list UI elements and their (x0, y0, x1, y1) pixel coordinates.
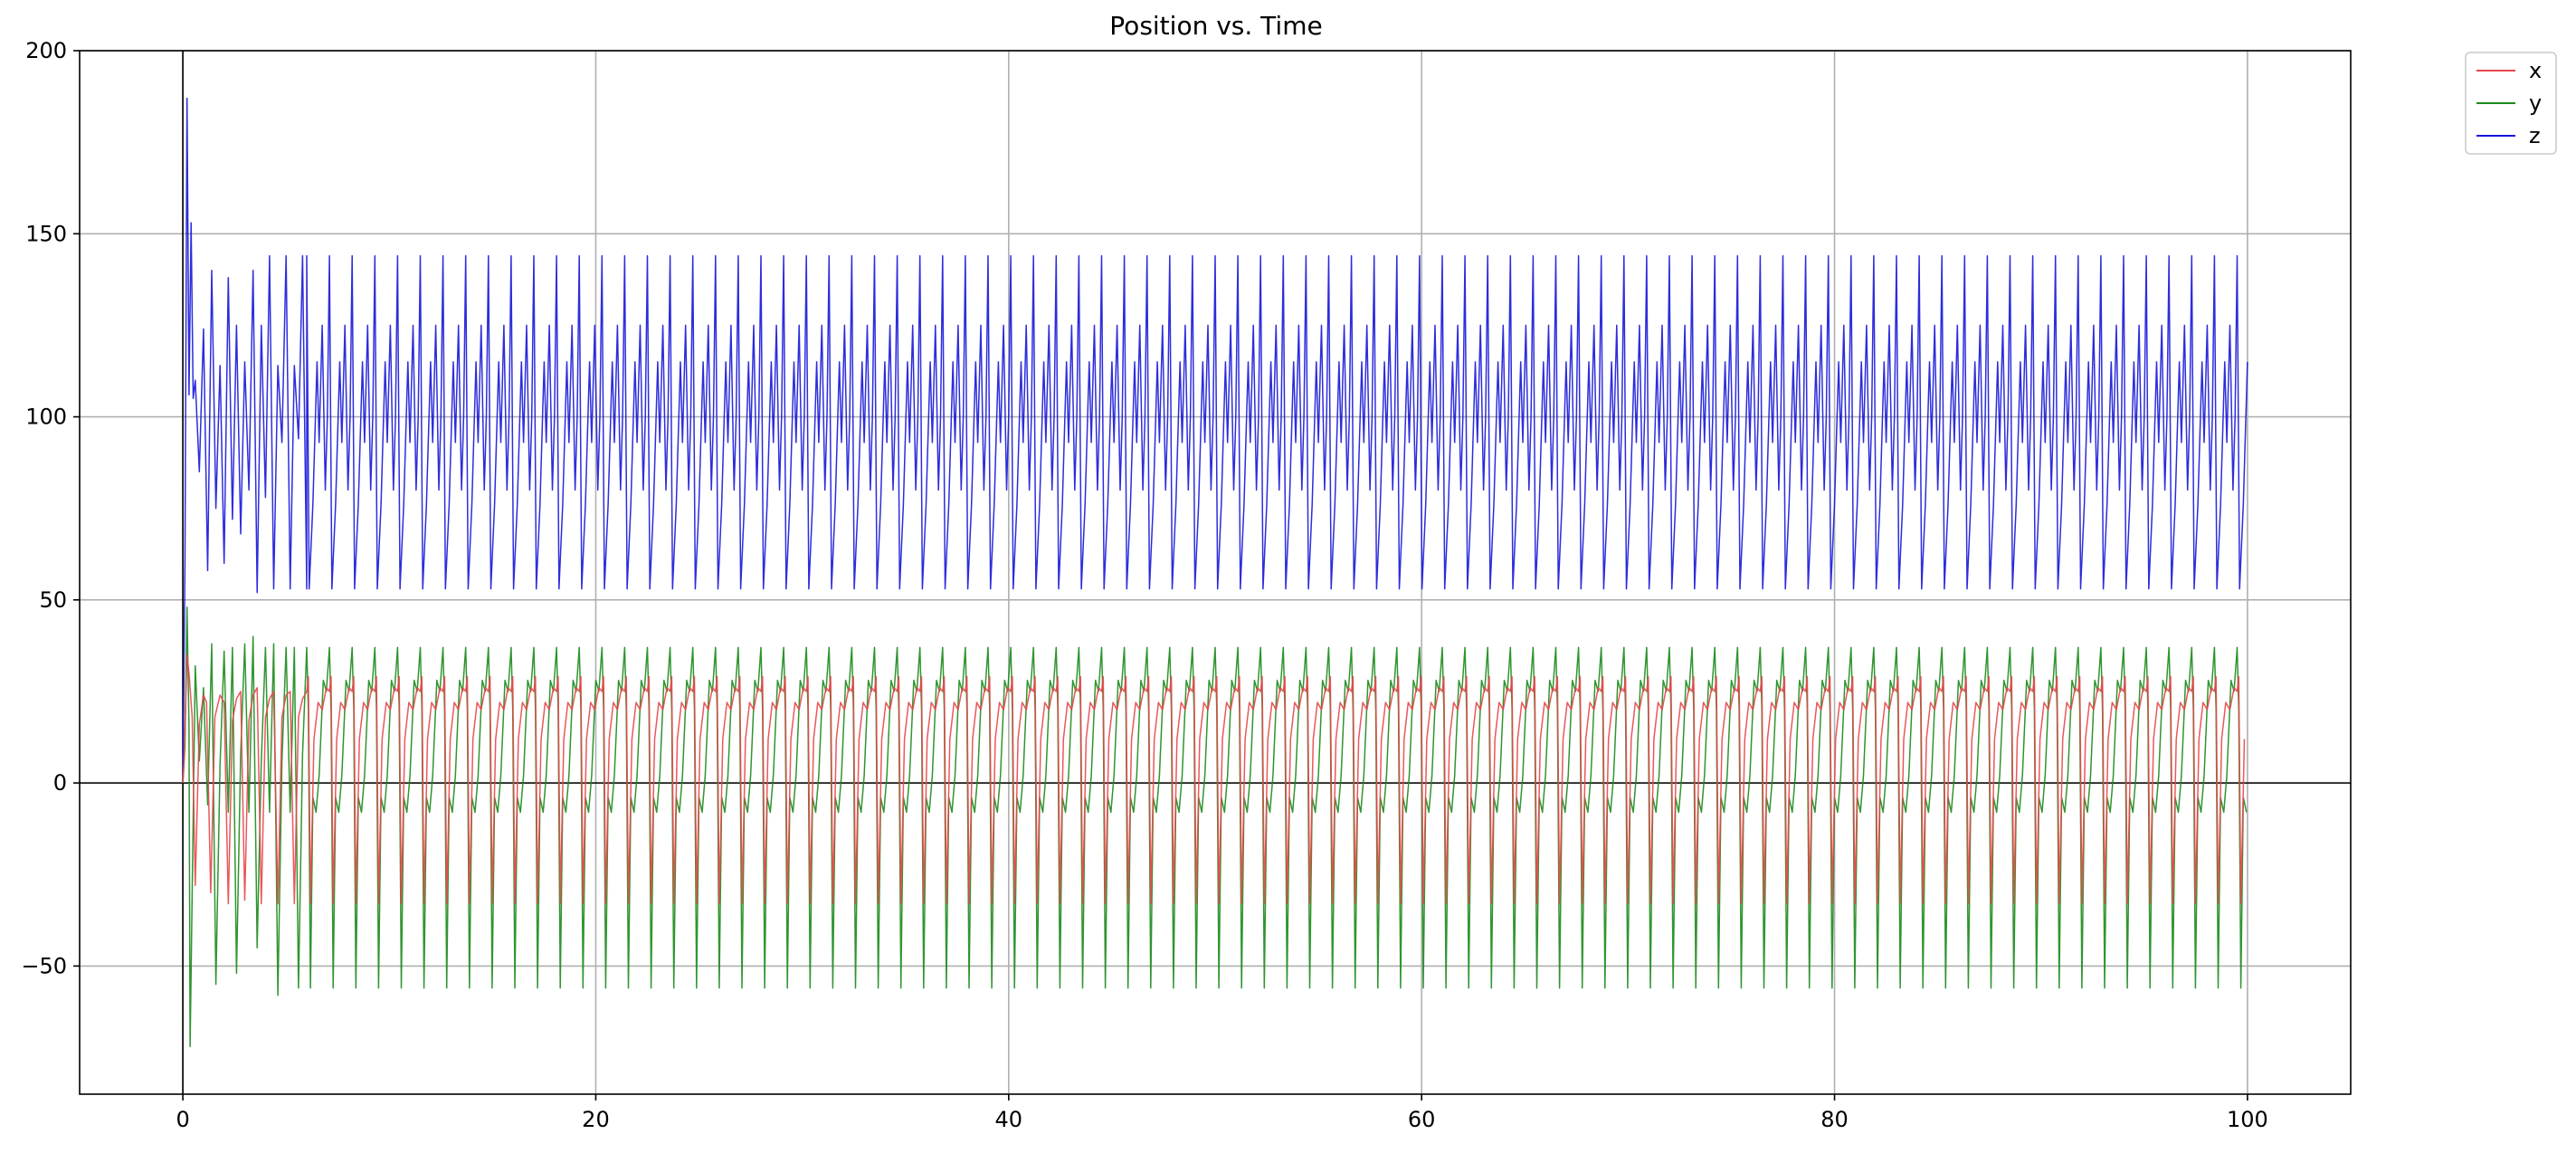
plot-area-frame (79, 50, 2352, 1095)
grid-layer (80, 50, 2351, 1094)
x-tick-label: 80 (1820, 1107, 1849, 1132)
reference-lines (80, 51, 2351, 1094)
y-tick-label: 0 (53, 770, 67, 796)
series-y-line (182, 606, 2248, 1048)
series-layer (182, 97, 2248, 1048)
y-tick-label: 200 (25, 38, 67, 63)
legend-label-x: x (2529, 58, 2542, 83)
series-x-line (182, 653, 2246, 905)
y-tick-label: 150 (25, 221, 67, 246)
x-tick-label: 20 (582, 1107, 610, 1132)
chart-title: Position vs. Time (1109, 11, 1322, 41)
legend-label-y: y (2529, 91, 2542, 116)
x-axis-ticks: 0 20 40 60 80 100 (176, 1094, 2268, 1132)
x-tick-label: 40 (995, 1107, 1023, 1132)
x-tick-label: 0 (176, 1107, 189, 1132)
x-tick-label: 60 (1408, 1107, 1436, 1132)
y-axis-ticks: −50 0 50 100 150 200 (21, 38, 80, 978)
x-tick-label: 100 (2227, 1107, 2268, 1132)
y-tick-label: 100 (25, 405, 67, 430)
legend-label-z: z (2529, 123, 2541, 148)
legend: xyz (2465, 52, 2557, 155)
series-z-line (182, 97, 2248, 784)
y-tick-label: −50 (21, 953, 67, 978)
y-tick-label: 50 (39, 587, 67, 613)
